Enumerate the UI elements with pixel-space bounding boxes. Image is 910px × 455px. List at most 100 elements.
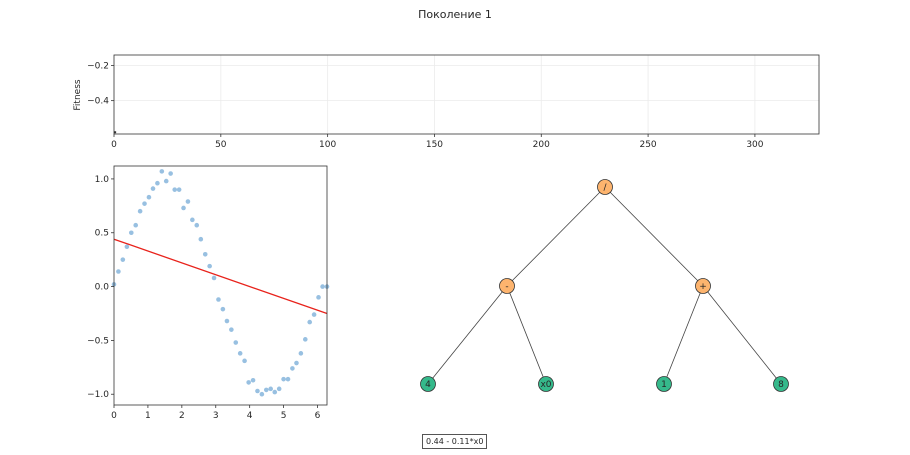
tree-edge <box>702 285 782 385</box>
fitness-x-tick-label: 250 <box>639 140 656 150</box>
scatter-point <box>259 391 265 397</box>
scatter-point <box>150 186 156 191</box>
fitness-x-tick-label: 150 <box>426 140 443 150</box>
fitness-x-ticks: 0 50 100 150 200 250 300 <box>111 134 764 150</box>
scatter-point <box>290 366 295 371</box>
scatter-point <box>120 257 126 262</box>
scatter-y-tick-label: −0.5 <box>87 336 109 346</box>
scatter-point <box>320 284 325 289</box>
scatter-point <box>242 358 247 364</box>
scatter-point <box>233 340 239 345</box>
scatter-point <box>202 251 208 257</box>
fitness-grid <box>113 55 819 134</box>
tree-edge <box>663 285 704 385</box>
fitness-x-tick-label: 50 <box>215 140 227 150</box>
fit-line <box>113 238 328 315</box>
tree-node-label: + <box>699 282 707 292</box>
scatter-point <box>263 387 269 393</box>
tree-node-label: 1 <box>661 380 667 390</box>
scatter-x-tick-label: 6 <box>315 411 321 421</box>
fitness-plot: 0 50 100 150 200 250 300 −0.2 −0.4 Fitness <box>73 54 820 150</box>
scatter-point <box>311 312 317 317</box>
scatter-point <box>246 380 251 385</box>
tree-node-operator <box>597 179 613 195</box>
scatter-point <box>116 269 121 274</box>
scatter-x-tick-label: 2 <box>179 411 185 421</box>
figure-title: Поколение 1 <box>418 8 492 21</box>
scatter-point <box>146 194 152 200</box>
scatter-point <box>155 180 160 186</box>
scatter-point <box>216 297 221 302</box>
scatter-point <box>190 217 195 223</box>
scatter-point <box>281 376 286 382</box>
scatter-point <box>137 208 143 214</box>
scatter-point <box>276 386 282 392</box>
scatter-point <box>168 171 173 176</box>
scatter-y-tick-label: 0.5 <box>95 229 109 239</box>
scatter-plot: 0 1 2 3 4 5 6 1.0 0.5 0.0 −0.5 −1.0 <box>87 165 330 421</box>
scatter-point <box>220 306 226 312</box>
scatter-x-ticks: 0 1 2 3 4 5 6 <box>111 405 321 421</box>
scatter-point <box>172 187 178 192</box>
scatter-x-tick-label: 5 <box>281 411 287 421</box>
scatter-point <box>268 386 273 392</box>
tree-node-terminal <box>773 376 789 392</box>
scatter-x-tick-label: 0 <box>111 411 117 421</box>
fitness-x-tick-label: 100 <box>319 140 336 150</box>
scatter-y-tick-label: −1.0 <box>87 390 109 400</box>
tree-edge <box>604 186 704 287</box>
scatter-point <box>298 351 304 356</box>
expression-tree: / - +4 x0 1 8 <box>420 179 789 392</box>
scatter-x-tick-label: 1 <box>145 411 151 421</box>
scatter-point <box>176 187 182 192</box>
scatter-point <box>181 205 186 211</box>
tree-node-terminal <box>420 376 436 392</box>
fitness-plot-frame <box>113 54 820 135</box>
tree-node-operator <box>499 278 515 294</box>
tree-node-label: / <box>603 183 607 193</box>
tree-node-label: 8 <box>778 380 784 390</box>
scatter-y-ticks: 1.0 0.5 0.0 −0.5 −1.0 <box>87 175 114 400</box>
scatter-plot-frame <box>113 165 328 406</box>
scatter-point <box>163 178 169 184</box>
scatter-point <box>185 199 191 204</box>
scatter-point <box>128 230 134 236</box>
fitness-y-label: Fitness <box>73 79 83 110</box>
scatter-point <box>302 337 308 342</box>
fitness-x-tick-label: 0 <box>111 140 117 150</box>
scatter-point <box>224 318 230 324</box>
fitness-y-tick-label: −0.4 <box>87 97 109 107</box>
tree-node-terminal <box>538 376 554 392</box>
scatter-point <box>294 360 299 366</box>
scatter-y-tick-label: 0.0 <box>95 283 110 293</box>
tree-edge <box>427 285 508 385</box>
scatter-point <box>316 295 321 300</box>
scatter-point <box>285 376 291 382</box>
scatter-point <box>237 351 243 356</box>
tree-edge <box>506 285 547 385</box>
scatter-point <box>159 169 165 174</box>
fitness-x-tick-label: 300 <box>746 140 763 150</box>
scatter-points <box>111 169 330 397</box>
fit-line-group <box>113 238 328 315</box>
scatter-point <box>211 275 217 281</box>
tree-node-label: - <box>505 282 508 292</box>
fitness-x-tick-label: 200 <box>533 140 550 150</box>
fitness-y-tick-label: −0.2 <box>87 62 109 72</box>
scatter-point <box>142 201 147 206</box>
scatter-point <box>124 244 130 250</box>
scatter-x-tick-label: 3 <box>213 411 219 421</box>
scatter-point <box>255 388 260 394</box>
tree-node-terminal <box>656 376 672 392</box>
fitness-y-ticks: −0.2 −0.4 <box>87 62 114 107</box>
scatter-point <box>250 377 256 383</box>
scatter-point <box>307 319 313 325</box>
tree-node-label: 4 <box>425 380 431 390</box>
tree-edge <box>506 186 606 287</box>
formula-box: 0.44 - 0.11*x0 <box>422 434 488 449</box>
tree-nodes: / - +4 x0 1 8 <box>420 179 789 392</box>
scatter-y-tick-label: 1.0 <box>95 175 110 185</box>
scatter-point <box>198 236 204 242</box>
scatter-point <box>194 222 200 228</box>
